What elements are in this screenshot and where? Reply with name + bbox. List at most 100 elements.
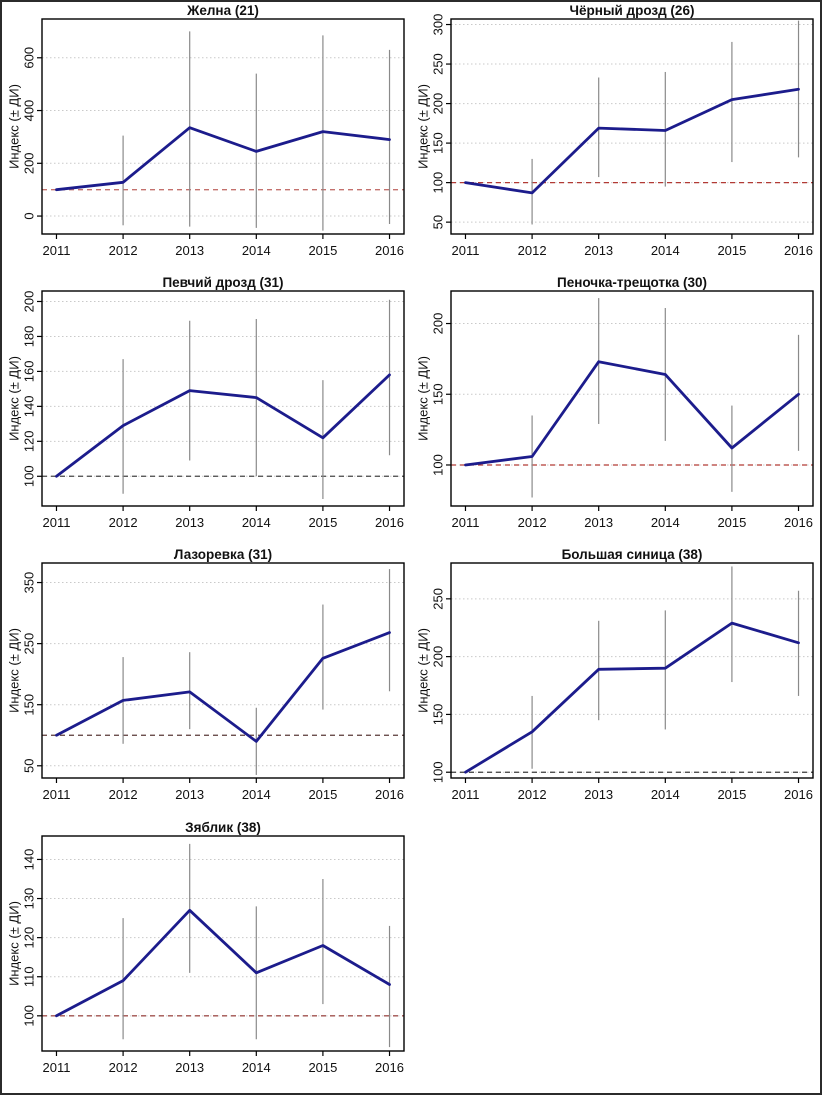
y-tick-label: 100 <box>430 454 445 476</box>
x-tick-label: 2011 <box>42 243 70 258</box>
x-tick-label: 2016 <box>784 243 813 258</box>
x-tick-label: 2015 <box>308 1060 337 1075</box>
x-tick-label: 2014 <box>651 515 680 530</box>
x-tick-label: 2013 <box>584 243 613 258</box>
x-tick-label: 2013 <box>584 787 613 802</box>
chart-svg: 100 120 140 160 180 200 2011 2012 2013 2014 2015 20… <box>6 276 405 530</box>
y-tick-label: 600 <box>21 47 36 69</box>
y-tick-label: 350 <box>21 572 36 594</box>
plot-border <box>450 562 814 779</box>
x-tick-label: 2011 <box>42 787 70 802</box>
y-tick-label: 200 <box>21 291 36 313</box>
plot-border <box>41 290 405 507</box>
trend-line <box>55 126 391 192</box>
chart-zyablik: 100 110 120 130 140 2011 2012 2013 2014 2015 2016 И… <box>4 821 413 1089</box>
x-tick-label: 2011 <box>42 515 70 530</box>
plot-border <box>41 835 405 1052</box>
chart-cherny-drozd: 50 100 150 200 250 300 2011 2012 2013 2014 2015 201… <box>413 4 820 272</box>
x-tick-label: 2013 <box>175 787 204 802</box>
x-tick-label: 2015 <box>308 787 337 802</box>
y-tick-label: 140 <box>21 849 36 871</box>
x-tick-label: 2013 <box>175 515 204 530</box>
y-tick-label: 250 <box>21 633 36 655</box>
x-tick-label: 2012 <box>109 787 138 802</box>
x-tick-label: 2015 <box>717 243 746 258</box>
y-axis-label: Индекс (± ДИ) <box>6 356 21 441</box>
y-tick-label: 150 <box>430 704 445 726</box>
chart-svg: 50 100 150 200 250 300 2011 2012 2013 2014 2015 201… <box>415 4 814 258</box>
x-tick-label: 2012 <box>518 515 547 530</box>
y-tick-label: 100 <box>21 465 36 487</box>
trend-line <box>55 908 391 1018</box>
x-tick-label: 2015 <box>308 243 337 258</box>
x-tick-label: 2011 <box>451 243 479 258</box>
y-axis-label: Индекс (± ДИ) <box>415 84 430 169</box>
y-tick-label: 110 <box>21 966 36 987</box>
chart-lazorevka: 50 150 250 350 2011 2012 2013 2014 2015 2016 Индек… <box>4 548 413 816</box>
y-axis-label: Индекс (± ДИ) <box>415 628 430 713</box>
chart-svg: 100 110 120 130 140 2011 2012 2013 2014 2015 2016 И… <box>6 821 405 1075</box>
plot-border <box>450 290 814 507</box>
chart-title: Лазоревка (31) <box>174 548 272 562</box>
chart-svg: 100 150 200 250 2011 2012 2013 2014 2015 2016 Инде… <box>415 548 814 802</box>
y-tick-label: 200 <box>430 313 445 335</box>
x-tick-label: 2015 <box>308 515 337 530</box>
y-tick-label: 50 <box>430 215 445 229</box>
trend-line <box>55 631 391 743</box>
x-tick-label: 2012 <box>518 787 547 802</box>
x-tick-label: 2014 <box>242 515 271 530</box>
y-tick-label: 140 <box>21 396 36 418</box>
y-tick-label: 180 <box>21 326 36 348</box>
y-tick-label: 150 <box>430 383 445 405</box>
y-tick-label: 120 <box>21 927 36 949</box>
x-tick-label: 2015 <box>717 515 746 530</box>
y-tick-label: 100 <box>430 172 445 194</box>
x-tick-label: 2014 <box>242 243 271 258</box>
chart-svg: 50 150 250 350 2011 2012 2013 2014 2015 2016 Индек… <box>6 548 405 802</box>
x-tick-label: 2012 <box>109 243 138 258</box>
y-tick-label: 0 <box>21 212 36 219</box>
y-tick-label: 300 <box>430 14 445 36</box>
x-tick-label: 2016 <box>784 787 813 802</box>
plot-border <box>450 18 814 235</box>
x-tick-label: 2011 <box>42 1060 70 1075</box>
trend-line <box>464 360 800 467</box>
y-tick-label: 130 <box>21 888 36 910</box>
trend-line <box>464 87 800 195</box>
x-tick-label: 2014 <box>242 1060 271 1075</box>
chart-pevchiy-drozd: 100 120 140 160 180 200 2011 2012 2013 2014 2015 20… <box>4 276 413 544</box>
y-tick-label: 150 <box>21 694 36 716</box>
y-tick-label: 250 <box>430 53 445 75</box>
y-tick-label: 400 <box>21 100 36 122</box>
plot-border <box>41 562 405 779</box>
y-tick-label: 120 <box>21 430 36 452</box>
chart-svg: 0 200 400 600 2011 2012 2013 2014 2015 2016 Индекс… <box>6 4 405 258</box>
chart-penochka-treschotka: 100 150 200 2011 2012 2013 2014 2015 2016 Индекс … <box>413 276 820 544</box>
chart-title: Чёрный дрозд (26) <box>570 4 695 18</box>
y-axis-label: Индекс (± ДИ) <box>6 901 21 986</box>
x-tick-label: 2014 <box>242 787 271 802</box>
y-tick-label: 200 <box>430 93 445 115</box>
chart-title: Зяблик (38) <box>185 821 261 835</box>
x-tick-label: 2016 <box>375 787 404 802</box>
y-tick-label: 200 <box>430 646 445 668</box>
x-tick-label: 2016 <box>375 243 404 258</box>
y-tick-label: 200 <box>21 152 36 174</box>
x-tick-label: 2013 <box>584 515 613 530</box>
chart-title: Пеночка-трещотка (30) <box>557 276 707 290</box>
x-tick-label: 2016 <box>375 515 404 530</box>
x-tick-label: 2016 <box>375 1060 404 1075</box>
trend-line <box>464 621 800 774</box>
y-tick-label: 250 <box>430 588 445 610</box>
y-axis-label: Индекс (± ДИ) <box>415 356 430 441</box>
x-tick-label: 2015 <box>717 787 746 802</box>
y-tick-label: 50 <box>21 759 36 773</box>
chart-title: Большая синица (38) <box>562 548 703 562</box>
x-tick-label: 2012 <box>518 243 547 258</box>
y-tick-label: 100 <box>21 1005 36 1027</box>
chart-bolshaya-sinitsa: 100 150 200 250 2011 2012 2013 2014 2015 2016 Инде… <box>413 548 820 816</box>
x-tick-label: 2013 <box>175 1060 204 1075</box>
y-axis-label: Индекс (± ДИ) <box>6 628 21 713</box>
chart-zhelna: 0 200 400 600 2011 2012 2013 2014 2015 2016 Индекс… <box>4 4 413 272</box>
